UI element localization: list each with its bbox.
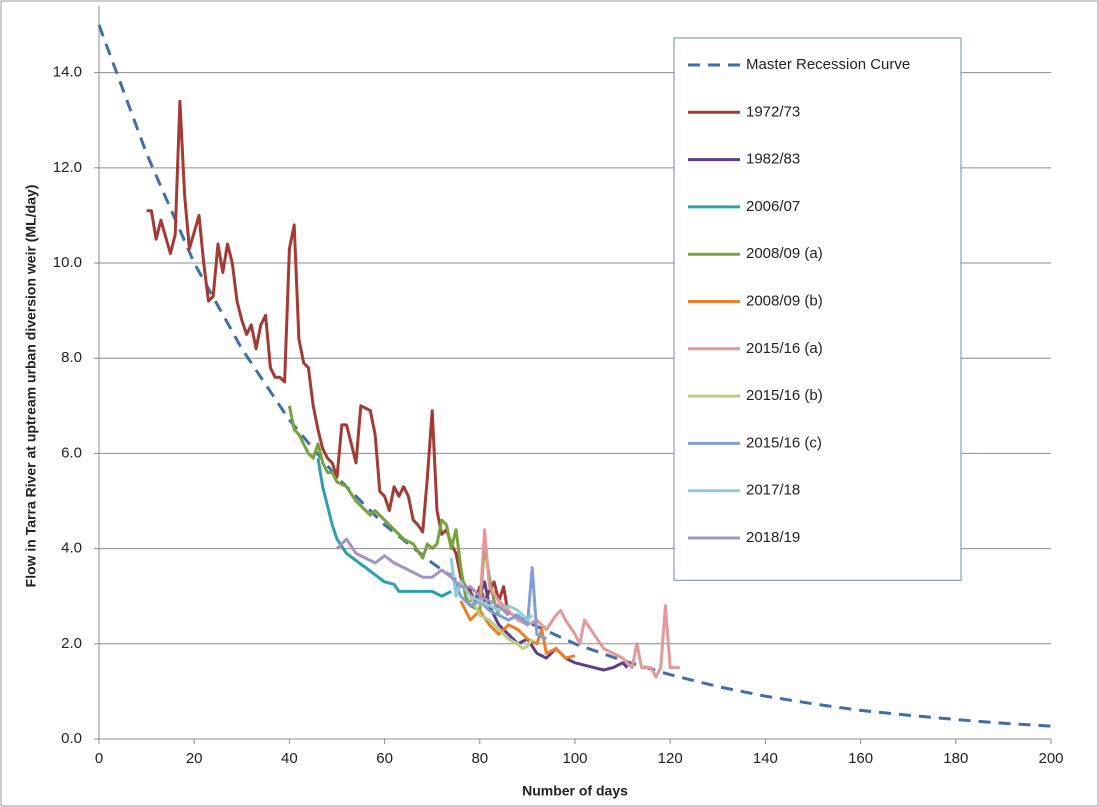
legend-label: 2018/19 — [746, 529, 800, 546]
x-tick-label: 100 — [562, 750, 587, 767]
legend-label: 2006/07 — [746, 198, 800, 215]
x-tick-label: 20 — [186, 750, 203, 767]
legend-label: 2015/16 (c) — [746, 434, 822, 451]
y-tick-label: 10.0 — [53, 254, 82, 271]
y-tick-label: 8.0 — [61, 349, 82, 366]
x-tick-label: 160 — [848, 750, 873, 767]
y-tick-label: 2.0 — [61, 635, 82, 652]
legend-label: 1972/73 — [746, 103, 800, 120]
y-tick-label: 0.0 — [61, 730, 82, 747]
legend-label: 2015/16 (a) — [746, 340, 823, 357]
x-tick-label: 60 — [376, 750, 393, 767]
legend-label: Master Recession Curve — [746, 56, 910, 73]
y-tick-label: 4.0 — [61, 540, 82, 557]
legend-label: 2017/18 — [746, 482, 800, 499]
x-tick-label: 140 — [753, 750, 778, 767]
x-tick-label: 180 — [943, 750, 968, 767]
x-tick-label: 40 — [281, 750, 298, 767]
y-tick-label: 6.0 — [61, 444, 82, 461]
series-line — [478, 528, 680, 679]
series-line — [316, 457, 452, 598]
series-line — [449, 566, 548, 641]
x-axis-title: Number of days — [522, 783, 628, 799]
legend-label: 2008/09 (b) — [746, 292, 823, 309]
x-tick-label: 200 — [1038, 750, 1063, 767]
series-line — [335, 537, 510, 617]
legend-label: 2008/09 (a) — [746, 245, 823, 262]
legend-label: 1982/83 — [746, 151, 800, 168]
y-tick-label: 14.0 — [53, 64, 82, 81]
series-line — [468, 595, 534, 651]
series-line — [287, 405, 501, 616]
series-line — [459, 600, 576, 660]
recession-curve — [97, 24, 1052, 728]
legend-label: 2015/16 (b) — [746, 387, 823, 404]
y-tick-label: 12.0 — [53, 159, 82, 176]
x-tick-label: 80 — [471, 750, 488, 767]
x-tick-label: 120 — [658, 750, 683, 767]
x-tick-label: 0 — [95, 750, 103, 767]
y-axis-title: Flow in Tarra River at uptream urban div… — [23, 185, 39, 588]
